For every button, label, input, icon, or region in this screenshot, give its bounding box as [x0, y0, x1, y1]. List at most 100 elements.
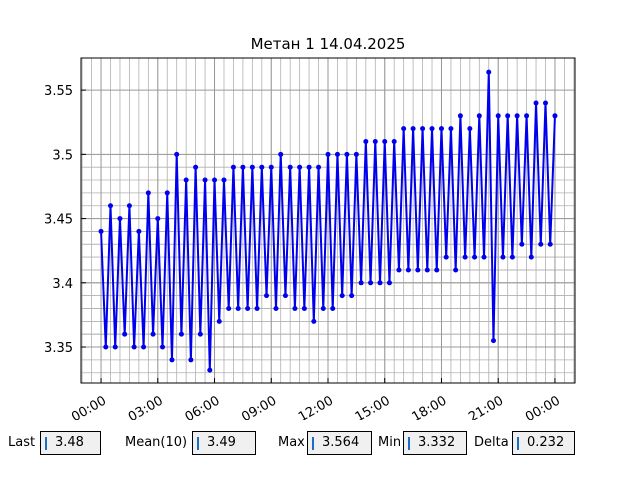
- data-point: [301, 305, 307, 311]
- data-point: [316, 164, 322, 170]
- stat-label: Max: [278, 435, 305, 450]
- data-point: [405, 267, 411, 273]
- data-point: [221, 177, 227, 183]
- data-point: [533, 100, 539, 106]
- data-point: [353, 151, 359, 157]
- data-point: [386, 280, 392, 286]
- y-tick-label: 3.4: [52, 277, 73, 292]
- data-point: [235, 305, 241, 311]
- data-point: [438, 126, 444, 132]
- data-point: [325, 151, 331, 157]
- x-tick-label: 00:00: [69, 393, 109, 420]
- data-point: [202, 177, 208, 183]
- data-point: [183, 177, 189, 183]
- x-tick-label: 00:00: [523, 393, 563, 420]
- data-point: [505, 113, 511, 119]
- stat-field[interactable]: 3.48: [40, 431, 101, 455]
- x-tick-label: 06:00: [183, 393, 223, 420]
- data-point: [547, 241, 553, 247]
- data-point: [495, 113, 501, 119]
- data-point: [108, 203, 114, 209]
- data-point: [264, 293, 270, 299]
- stat-label: Last: [8, 435, 36, 450]
- data-point: [490, 338, 496, 344]
- data-point: [98, 228, 104, 234]
- data-point: [103, 344, 109, 350]
- stat-field[interactable]: 3.332: [403, 431, 467, 455]
- data-point: [207, 367, 213, 373]
- x-tick-label: 03:00: [126, 393, 166, 420]
- data-point: [453, 267, 459, 273]
- data-point: [472, 254, 478, 260]
- data-point: [311, 318, 317, 324]
- data-point: [117, 216, 123, 222]
- data-point: [141, 344, 147, 350]
- data-point: [334, 151, 340, 157]
- data-point: [164, 190, 170, 196]
- plot-frame: [80, 57, 576, 384]
- data-point: [245, 305, 251, 311]
- y-tick-label: 3.5: [52, 148, 73, 163]
- data-point: [126, 203, 132, 209]
- data-point: [197, 331, 203, 337]
- data-point: [122, 331, 128, 337]
- data-point: [112, 344, 118, 350]
- data-point: [287, 164, 293, 170]
- data-point: [368, 280, 374, 286]
- data-point: [363, 138, 369, 144]
- data-point: [188, 357, 194, 363]
- y-tick-label: 3.35: [44, 341, 73, 356]
- data-point: [434, 267, 440, 273]
- data-point: [500, 254, 506, 260]
- data-point: [443, 254, 449, 260]
- data-point: [377, 280, 383, 286]
- chart-title: Метан 1 14.04.2025: [251, 35, 406, 53]
- data-point: [330, 305, 336, 311]
- data-point: [320, 305, 326, 311]
- stat-field[interactable]: 3.49: [192, 431, 256, 455]
- x-tick-label: 15:00: [353, 393, 393, 420]
- data-point: [344, 151, 350, 157]
- data-point: [155, 216, 161, 222]
- stat-label: Delta: [474, 435, 509, 450]
- data-point: [528, 254, 534, 260]
- x-tick-label: 18:00: [410, 393, 450, 420]
- data-point: [467, 126, 473, 132]
- data-point: [136, 228, 142, 234]
- data-point: [519, 241, 525, 247]
- chart: Метан 1 14.04.2025 3.35 3.4 3.45 3.5 3.55 00:…: [44, 35, 576, 420]
- stat-field[interactable]: 0.232: [512, 431, 575, 455]
- data-point: [410, 126, 416, 132]
- data-point: [552, 113, 558, 119]
- data-point: [382, 138, 388, 144]
- data-point: [391, 138, 397, 144]
- data-point: [306, 164, 312, 170]
- data-point: [448, 126, 454, 132]
- stat-field[interactable]: 3.564: [307, 431, 372, 455]
- y-tick-label: 3.55: [44, 84, 73, 99]
- data-point: [273, 305, 279, 311]
- data-point: [150, 331, 156, 337]
- data-point: [160, 344, 166, 350]
- data-point: [339, 293, 345, 299]
- data-point: [420, 126, 426, 132]
- data-point: [514, 113, 520, 119]
- data-point: [230, 164, 236, 170]
- data-point: [249, 164, 255, 170]
- data-point: [476, 113, 482, 119]
- data-point: [297, 164, 303, 170]
- y-tick-label: 3.45: [44, 213, 73, 228]
- data-point: [401, 126, 407, 132]
- data-point: [358, 280, 364, 286]
- data-point: [226, 305, 232, 311]
- x-tick-label: 21:00: [466, 393, 506, 420]
- data-point: [486, 69, 492, 75]
- data-point: [212, 177, 218, 183]
- data-point: [145, 190, 151, 196]
- data-point: [259, 164, 265, 170]
- data-point: [524, 113, 530, 119]
- data-point: [174, 151, 180, 157]
- x-tick-label: 12:00: [296, 393, 336, 420]
- stat-label: Min: [378, 435, 402, 450]
